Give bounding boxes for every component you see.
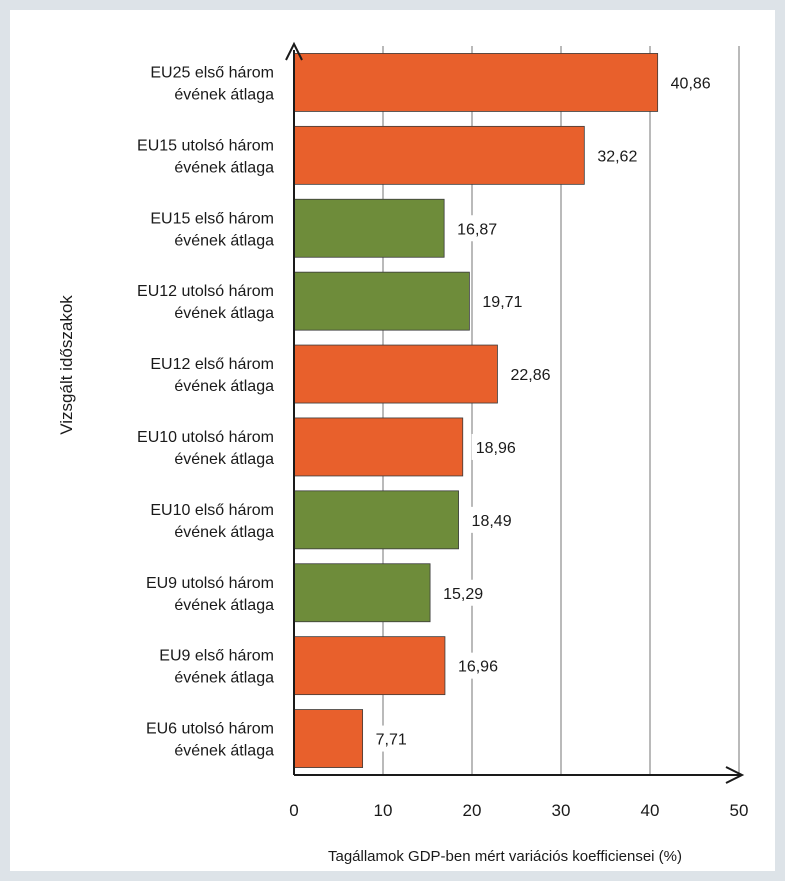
value-label: 18,96: [476, 440, 516, 457]
value-label-bg: [453, 215, 507, 242]
category-label: évének átlaga: [174, 86, 274, 103]
value-label-bg: [453, 652, 507, 679]
bar-4: [293, 344, 498, 404]
value-labels: 40,86 32,62 16,87 19,71 22,86 18,96 18,49 15,29…: [371, 69, 720, 752]
y-axis-label: Vizsgált időszakok: [57, 295, 76, 435]
x-tick-label: 20: [463, 801, 482, 820]
category-label: évének átlaga: [174, 159, 274, 176]
bar-0: [293, 53, 659, 112]
bar-9: [293, 709, 364, 768]
value-label: 16,87: [457, 221, 497, 238]
bar-5: [293, 417, 464, 477]
chart-frame: EU25 első három évének átlaga EU15 utolsó …: [10, 10, 775, 871]
category-label: évének átlaga: [174, 597, 274, 614]
bar-3: [293, 271, 470, 331]
bar-6: [293, 490, 459, 550]
value-label: 15,29: [443, 586, 483, 603]
value-label: 40,86: [671, 75, 711, 92]
value-label-bg: [593, 142, 647, 169]
value-label: 18,49: [472, 513, 512, 530]
bar-2: [293, 198, 445, 258]
category-label: EU12 első három: [150, 356, 274, 373]
category-label: EU12 utolsó három: [137, 283, 274, 300]
category-label: EU9 első három: [159, 648, 274, 665]
axes: [285, 41, 745, 784]
bar-1: [293, 125, 585, 185]
category-label: évének átlaga: [174, 451, 274, 468]
category-label: évének átlaga: [174, 670, 274, 687]
category-label: EU10 utolsó három: [137, 429, 274, 446]
category-labels: EU25 első három évének átlaga EU15 utolsó …: [137, 64, 274, 759]
category-label: EU10 első három: [150, 502, 274, 519]
y-axis-arrow: [285, 41, 303, 61]
value-label: 16,96: [458, 659, 498, 676]
value-label-bg: [471, 433, 525, 460]
x-tick-label: 0: [289, 801, 298, 820]
value-label-bg: [439, 579, 493, 606]
category-label: EU6 utolsó három: [146, 721, 274, 738]
category-label: EU15 utolsó három: [137, 137, 274, 154]
bar-chart: EU25 első három évének átlaga EU15 utolsó …: [57, 41, 748, 865]
value-label: 7,71: [376, 732, 407, 749]
value-label-bg: [506, 361, 560, 388]
x-axis-label: Tagállamok GDP-ben mért variációs koeffi…: [328, 848, 682, 865]
bar-8: [293, 636, 446, 696]
category-label: EU9 utolsó három: [146, 575, 274, 592]
value-label: 32,62: [597, 148, 637, 165]
x-tick-label: 40: [641, 801, 660, 820]
value-label: 22,86: [510, 367, 550, 384]
value-label: 19,71: [482, 294, 522, 311]
value-label-bg: [478, 288, 532, 315]
category-label: évének átlaga: [174, 378, 274, 395]
category-label: évének átlaga: [174, 305, 274, 322]
bars: [293, 53, 659, 768]
x-tick-label: 50: [730, 801, 749, 820]
value-label-bg: [666, 69, 720, 96]
category-label: EU15 első három: [150, 210, 274, 227]
value-label-bg: [371, 725, 416, 752]
category-label: évének átlaga: [174, 524, 274, 541]
value-label-bg: [467, 506, 521, 533]
category-label: EU25 első három: [150, 64, 274, 81]
category-label: évének átlaga: [174, 232, 274, 249]
bar-7: [293, 563, 431, 623]
x-tick-labels: 0 10 20 30 40 50: [289, 801, 748, 820]
x-tick-label: 10: [374, 801, 393, 820]
x-tick-label: 30: [552, 801, 571, 820]
category-label: évének átlaga: [174, 743, 274, 760]
x-axis-arrow: [725, 766, 745, 784]
